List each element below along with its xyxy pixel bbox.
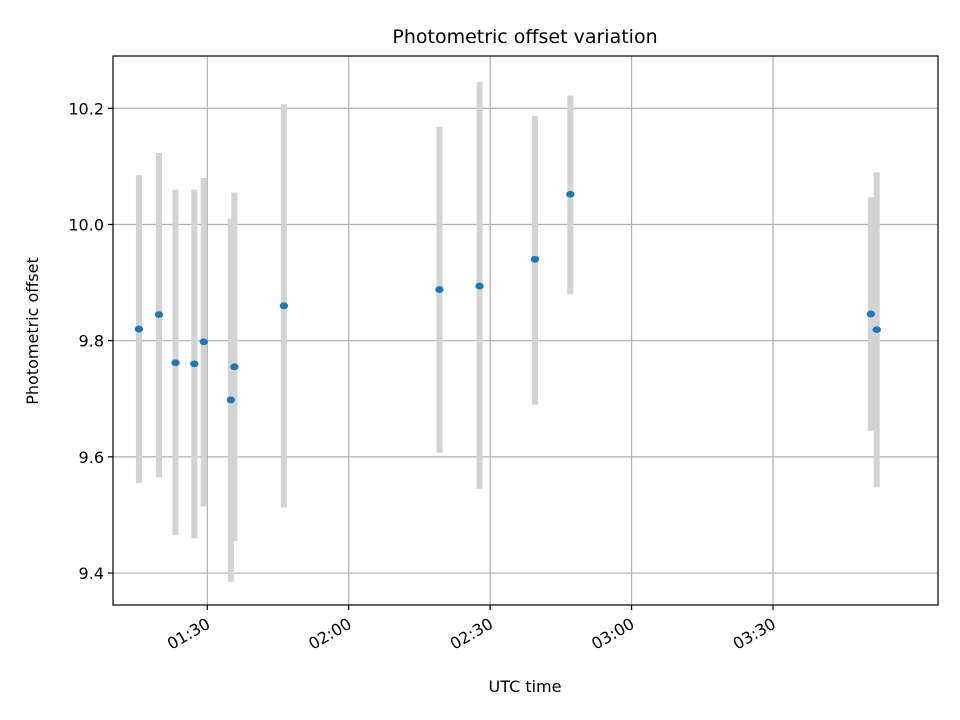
y-tick-label: 9.4 (79, 564, 104, 583)
data-point (171, 359, 180, 367)
y-tick-label: 10.2 (68, 99, 104, 118)
point-layer (134, 190, 881, 404)
data-point (230, 363, 239, 371)
data-point (530, 255, 540, 263)
y-tick-label: 9.6 (79, 448, 104, 467)
data-point (866, 310, 876, 318)
data-point (199, 338, 208, 346)
plot-frame (112, 55, 939, 606)
y-tick-label: 9.8 (79, 332, 104, 351)
x-axis-label: UTC time (489, 677, 562, 696)
data-point (872, 326, 881, 334)
chart-title: Photometric offset variation (392, 26, 657, 48)
data-point (566, 190, 575, 198)
grid-layer (113, 56, 938, 605)
data-point (435, 286, 444, 293)
y-axis-label: Photometric offset (23, 257, 42, 405)
data-point (226, 396, 236, 404)
data-point (190, 360, 199, 368)
data-point (154, 311, 164, 318)
data-point (279, 302, 289, 310)
data-point (134, 325, 144, 333)
y-tick-label: 10.0 (68, 215, 104, 234)
data-point (475, 282, 484, 290)
